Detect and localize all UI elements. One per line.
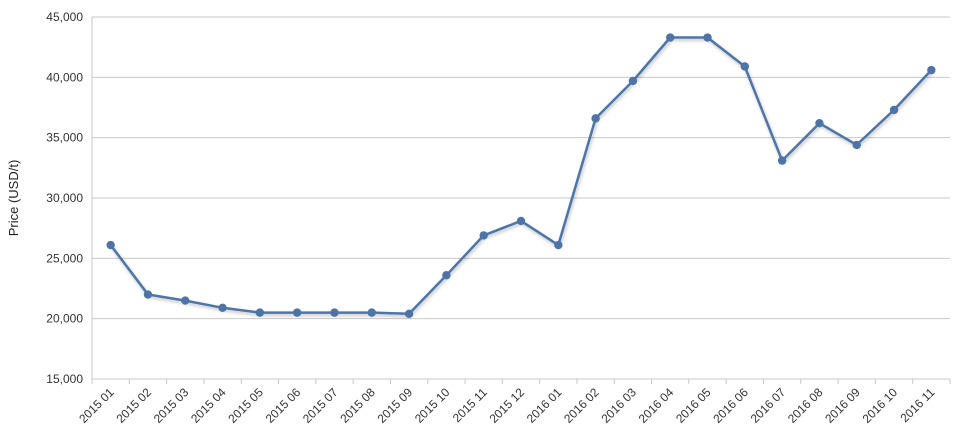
data-point — [292, 308, 302, 317]
x-tick-label: 2015 09 — [375, 385, 416, 426]
data-point — [330, 308, 339, 317]
x-tick-label: 2015 03 — [151, 385, 192, 426]
data-point — [404, 309, 414, 319]
data-point — [703, 33, 712, 42]
x-tick-label: 2015 01 — [76, 385, 117, 426]
y-tick-label: 40,000 — [46, 70, 83, 84]
data-point — [442, 271, 451, 280]
x-tick-label: 2016 10 — [860, 385, 901, 426]
data-point — [740, 62, 750, 71]
data-point — [143, 290, 153, 299]
x-tick-label: 2015 11 — [450, 385, 490, 425]
x-tick-label: 2016 09 — [822, 385, 863, 426]
data-point — [889, 105, 899, 115]
y-tick-label: 45,000 — [46, 10, 83, 24]
x-tick-label: 2015 12 — [487, 385, 528, 426]
y-tick-label: 30,000 — [46, 191, 83, 205]
data-point — [181, 296, 190, 305]
data-point — [777, 156, 787, 165]
x-tick-label: 2016 04 — [636, 385, 677, 426]
x-tick-label: 2016 02 — [561, 385, 602, 426]
y-tick-label: 35,000 — [46, 131, 83, 145]
x-tick-label: 2015 07 — [300, 385, 341, 426]
data-point — [255, 308, 265, 317]
data-point — [927, 65, 936, 75]
data-point — [479, 231, 488, 240]
y-tick-label: 15,000 — [46, 372, 83, 386]
x-tick-label: 2015 06 — [263, 385, 304, 426]
x-tick-label: 2016 11 — [898, 385, 938, 425]
y-axis-label: Price (USD/t) — [6, 160, 21, 237]
data-point — [367, 308, 376, 317]
x-tick-label: 2015 04 — [188, 385, 229, 426]
x-tick-label: 2015 02 — [113, 385, 154, 426]
data-point — [815, 118, 824, 128]
x-tick-label: 2015 05 — [225, 385, 266, 426]
x-tick-label: 2016 06 — [710, 385, 751, 426]
x-tick-label: 2016 01 — [524, 385, 565, 426]
data-point — [106, 240, 115, 250]
data-point — [516, 216, 526, 226]
y-tick-label: 20,000 — [46, 312, 83, 326]
data-point — [666, 33, 675, 42]
data-point — [628, 76, 638, 86]
series-line — [109, 36, 933, 316]
data-point — [554, 240, 563, 250]
data-point — [218, 303, 227, 313]
y-tick-label: 25,000 — [46, 251, 83, 265]
x-tick-label: 2016 03 — [598, 385, 639, 426]
x-tick-label: 2016 05 — [673, 385, 714, 426]
x-tick-label: 2016 07 — [748, 385, 789, 426]
x-tick-label: 2015 08 — [337, 385, 378, 426]
x-tick-label: 2015 10 — [412, 385, 453, 426]
data-point — [852, 140, 861, 150]
data-point — [591, 114, 600, 123]
x-tick-label: 2016 08 — [785, 385, 826, 426]
